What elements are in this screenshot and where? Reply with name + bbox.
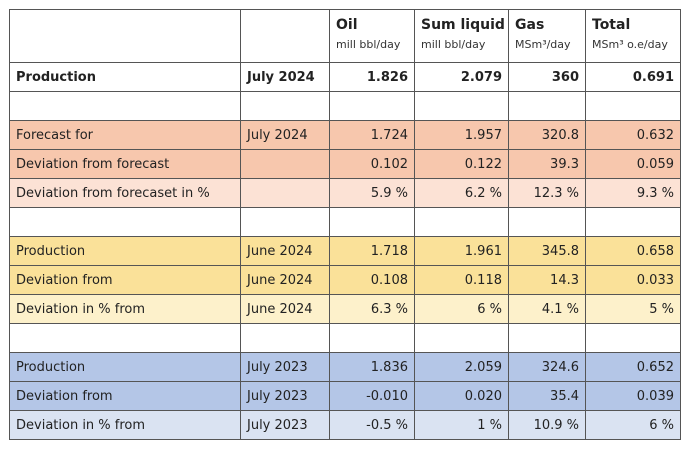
header-total-unit: MSm³ o.e/day: [592, 38, 668, 51]
row-gas: 14.3: [508, 265, 586, 295]
row-liquid: 0.020: [414, 381, 509, 411]
row-oil: 1.724: [329, 120, 415, 150]
spacer-row: [9, 91, 681, 121]
table-row: Production July 2024 1.826 2.079 360 0.6…: [9, 62, 681, 92]
header-cell-gas: Gas MSm³/day: [508, 9, 586, 63]
table-row: Forecast for July 2024 1.724 1.957 320.8…: [9, 120, 681, 150]
header-cell-total: Total MSm³ o.e/day: [585, 9, 681, 63]
row-period: July 2024: [240, 120, 330, 150]
row-oil: 6.3 %: [329, 294, 415, 324]
table-row: Deviation from forecaset in % 5.9 % 6.2 …: [9, 178, 681, 208]
row-total: 6 %: [585, 410, 681, 440]
header-row: Oil mill bbl/day Sum liquid mill bbl/day…: [9, 9, 681, 63]
row-liquid: 6.2 %: [414, 178, 509, 208]
row-total: 0.691: [585, 62, 681, 92]
header-total-title: Total: [592, 17, 631, 33]
table-row: Deviation from July 2023 -0.010 0.020 35…: [9, 381, 681, 411]
table-row: Deviation in % from June 2024 6.3 % 6 % …: [9, 294, 681, 324]
row-period: July 2023: [240, 381, 330, 411]
row-label: Deviation in % from: [9, 294, 241, 324]
row-label: Production: [9, 236, 241, 266]
row-total: 0.059: [585, 149, 681, 179]
row-period: [240, 178, 330, 208]
production-table: Oil mill bbl/day Sum liquid mill bbl/day…: [9, 9, 681, 440]
header-liquid-unit: mill bbl/day: [421, 38, 486, 51]
row-label: Production: [9, 352, 241, 382]
row-oil: -0.5 %: [329, 410, 415, 440]
header-cell-liquid: Sum liquid mill bbl/day: [414, 9, 509, 63]
row-label: Deviation from forecast: [9, 149, 241, 179]
row-total: 0.652: [585, 352, 681, 382]
row-oil: 0.108: [329, 265, 415, 295]
row-oil: 0.102: [329, 149, 415, 179]
row-gas: 12.3 %: [508, 178, 586, 208]
row-period: [240, 149, 330, 179]
spacer-row: [9, 207, 681, 237]
header-cell-label: [9, 9, 241, 63]
row-total: 5 %: [585, 294, 681, 324]
row-label: Forecast for: [9, 120, 241, 150]
table-row: Production July 2023 1.836 2.059 324.6 0…: [9, 352, 681, 382]
row-liquid: 2.079: [414, 62, 509, 92]
row-liquid: 1 %: [414, 410, 509, 440]
row-period: July 2024: [240, 62, 330, 92]
row-liquid: 6 %: [414, 294, 509, 324]
table-row: Deviation from June 2024 0.108 0.118 14.…: [9, 265, 681, 295]
row-gas: 320.8: [508, 120, 586, 150]
row-oil: 1.826: [329, 62, 415, 92]
header-cell-period: [240, 9, 330, 63]
row-total: 0.658: [585, 236, 681, 266]
row-gas: 35.4: [508, 381, 586, 411]
row-gas: 360: [508, 62, 586, 92]
row-label: Deviation from: [9, 265, 241, 295]
row-period: July 2023: [240, 352, 330, 382]
row-period: June 2024: [240, 294, 330, 324]
table-row: Deviation from forecast 0.102 0.122 39.3…: [9, 149, 681, 179]
spacer-row: [9, 323, 681, 353]
row-label: Deviation from: [9, 381, 241, 411]
row-total: 0.039: [585, 381, 681, 411]
header-gas-unit: MSm³/day: [515, 38, 571, 51]
header-cell-oil: Oil mill bbl/day: [329, 9, 415, 63]
row-total: 0.033: [585, 265, 681, 295]
row-oil: 5.9 %: [329, 178, 415, 208]
header-oil-unit: mill bbl/day: [336, 38, 401, 51]
row-gas: 324.6: [508, 352, 586, 382]
row-period: July 2023: [240, 410, 330, 440]
row-gas: 345.8: [508, 236, 586, 266]
header-oil-title: Oil: [336, 17, 358, 33]
row-gas: 10.9 %: [508, 410, 586, 440]
row-gas: 39.3: [508, 149, 586, 179]
row-period: June 2024: [240, 265, 330, 295]
row-oil: -0.010: [329, 381, 415, 411]
row-label: Deviation in % from: [9, 410, 241, 440]
row-liquid: 1.957: [414, 120, 509, 150]
row-liquid: 0.118: [414, 265, 509, 295]
row-oil: 1.836: [329, 352, 415, 382]
table-row: Production June 2024 1.718 1.961 345.8 0…: [9, 236, 681, 266]
row-gas: 4.1 %: [508, 294, 586, 324]
row-total: 0.632: [585, 120, 681, 150]
row-oil: 1.718: [329, 236, 415, 266]
header-gas-title: Gas: [515, 17, 545, 33]
row-liquid: 1.961: [414, 236, 509, 266]
table-row: Deviation in % from July 2023 -0.5 % 1 %…: [9, 410, 681, 440]
row-liquid: 2.059: [414, 352, 509, 382]
row-total: 9.3 %: [585, 178, 681, 208]
row-label: Production: [9, 62, 241, 92]
row-label: Deviation from forecaset in %: [9, 178, 241, 208]
header-liquid-title: Sum liquid: [421, 17, 505, 33]
row-liquid: 0.122: [414, 149, 509, 179]
row-period: June 2024: [240, 236, 330, 266]
